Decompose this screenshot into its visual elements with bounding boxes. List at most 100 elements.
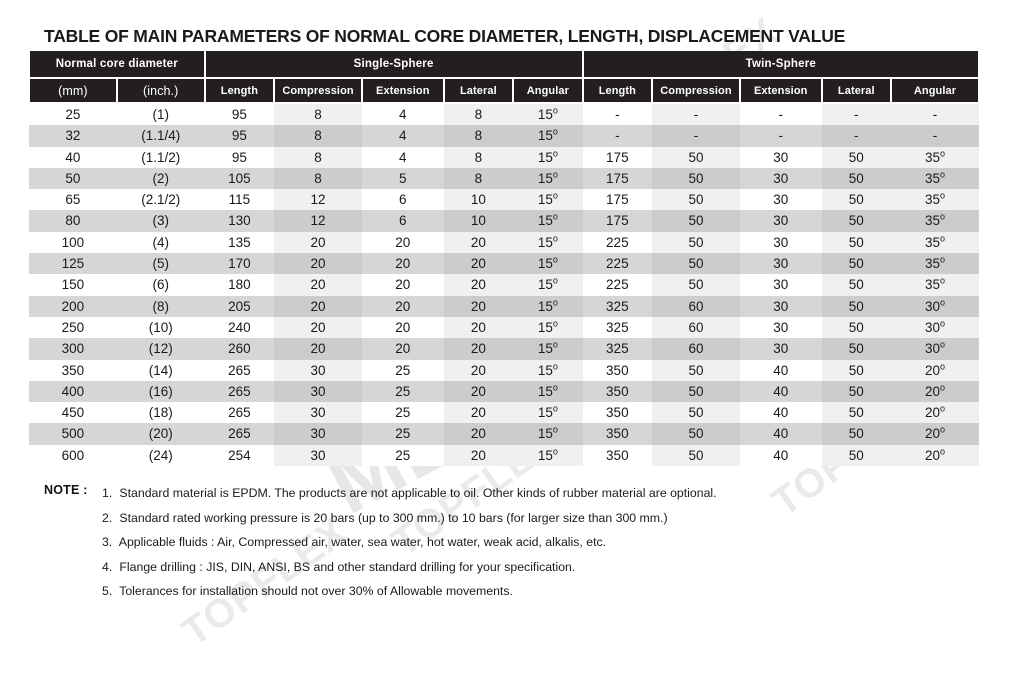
table-cell-s-compression: 8 <box>274 103 362 126</box>
table-cell-t-compression: 50 <box>652 167 740 190</box>
table-cell-mm: 80 <box>29 210 117 232</box>
table-row: 300 (12) 260 20 20 20 15o 325 60 30 50 30o <box>29 338 979 360</box>
table-cell-t-compression: 50 <box>652 253 740 275</box>
table-cell-t-length: 175 <box>582 146 653 168</box>
notes-list: 1. Standard material is EPDM. The produc… <box>102 481 944 604</box>
header-col-twin-lateral: Lateral <box>820 77 893 104</box>
table-cell-t-lateral: - <box>821 125 892 147</box>
table-row: 400 (16) 265 30 25 20 15o 350 50 40 50 20o <box>29 380 979 403</box>
table-cell-t-angular: 20o <box>891 380 979 403</box>
table-cell-s-angular: 15o <box>513 295 583 317</box>
table-cell-t-lateral: 50 <box>821 253 892 275</box>
table-cell-s-extension: 20 <box>361 253 444 275</box>
table-row: 250 (10) 240 20 20 20 15o 325 60 30 50 30o <box>29 316 979 339</box>
table-cell-t-length: - <box>582 103 653 126</box>
table-cell-t-extension: 30 <box>739 295 822 317</box>
table-cell-mm: 65 <box>29 189 117 211</box>
table-cell-t-lateral: 50 <box>821 338 892 360</box>
table-cell-t-compression: 50 <box>652 402 740 424</box>
table-cell-s-extension: 4 <box>361 103 444 126</box>
table-cell-s-lateral: 20 <box>443 253 514 275</box>
header-col-inch: (inch.) <box>115 77 206 104</box>
note-number: 5. <box>102 584 113 598</box>
header-col-twin-length: Length <box>581 77 654 104</box>
table-cell-s-angular: 15o <box>513 189 583 211</box>
table-cell-s-lateral: 10 <box>443 189 514 211</box>
table-cell-inch: (1.1/2) <box>116 146 205 168</box>
table-cell-s-extension: 25 <box>361 423 444 445</box>
table-cell-s-compression: 30 <box>274 402 362 424</box>
header-col-single-extension: Extension <box>360 77 445 104</box>
table-cell-inch: (24) <box>116 444 205 467</box>
table-cell-t-extension: 30 <box>739 316 822 339</box>
table-cell-t-lateral: 50 <box>821 444 892 467</box>
table-cell-t-length: 325 <box>582 316 653 339</box>
table-cell-mm: 450 <box>29 402 117 424</box>
table-cell-s-lateral: 20 <box>443 444 514 467</box>
note-number: 2. <box>102 510 113 525</box>
table-cell-s-angular: 15o <box>513 210 583 232</box>
table-cell-s-angular: 15o <box>513 402 583 424</box>
table-cell-t-lateral: 50 <box>821 167 892 190</box>
table-cell-t-lateral: 50 <box>821 210 892 232</box>
table-cell-s-extension: 20 <box>361 295 444 317</box>
table-cell-t-compression: 50 <box>652 423 740 445</box>
table-cell-t-extension: - <box>739 103 822 126</box>
note-item: 5. Tolerances for installation should no… <box>102 579 944 604</box>
table-cell-t-extension: 30 <box>739 231 822 254</box>
table-cell-t-extension: 30 <box>739 210 822 232</box>
table-cell-s-extension: 6 <box>361 189 444 211</box>
table-row: 80 (3) 130 12 6 10 15o 175 50 30 50 35o <box>29 210 979 232</box>
header-col-single-length: Length <box>203 77 276 104</box>
table-row: 32 (1.1/4) 95 8 4 8 15o - - - - - <box>29 125 979 147</box>
table-cell-s-compression: 30 <box>274 444 362 467</box>
table-cell-mm: 40 <box>29 146 117 168</box>
table-cell-t-angular: - <box>891 125 979 147</box>
note-number: 3. <box>102 535 113 549</box>
table-cell-inch: (10) <box>116 316 205 339</box>
table-cell-s-compression: 20 <box>274 253 362 275</box>
table-cell-inch: (20) <box>116 423 205 445</box>
header-col-mm: (mm) <box>28 77 118 104</box>
table-head: Normal core diameter Single-Sphere Twin-… <box>28 51 981 104</box>
table-cell-s-compression: 20 <box>274 274 362 296</box>
table-cell-s-lateral: 8 <box>443 103 514 126</box>
table-cell-mm: 150 <box>29 274 117 296</box>
notes-section: NOTE : 1. Standard material is EPDM. The… <box>44 481 944 604</box>
table-cell-t-lateral: 50 <box>821 146 892 168</box>
table-cell-s-lateral: 20 <box>443 231 514 254</box>
table-cell-t-length: 325 <box>582 295 653 317</box>
table-cell-s-extension: 4 <box>361 125 444 147</box>
header-group-row: Normal core diameter Single-Sphere Twin-… <box>28 51 981 79</box>
table-row: 50 (2) 105 8 5 8 15o 175 50 30 50 35o <box>29 167 979 190</box>
header-col-twin-extension: Extension <box>738 77 823 104</box>
table-cell-inch: (12) <box>116 338 205 360</box>
table-cell-s-length: 265 <box>204 423 275 445</box>
table-cell-inch: (2.1/2) <box>116 189 205 211</box>
table-cell-s-extension: 5 <box>361 167 444 190</box>
table-cell-t-extension: 30 <box>739 338 822 360</box>
table-cell-s-compression: 20 <box>274 295 362 317</box>
table-cell-t-angular: 35o <box>891 274 979 296</box>
table-cell-t-length: 350 <box>582 380 653 403</box>
table-cell-t-length: 350 <box>582 359 653 381</box>
table-cell-s-lateral: 8 <box>443 125 514 147</box>
table-cell-inch: (5) <box>116 253 205 275</box>
table-cell-s-length: 254 <box>204 444 275 467</box>
note-number: 1. <box>102 486 113 500</box>
table-cell-s-compression: 12 <box>274 189 362 211</box>
spec-table: Normal core diameter Single-Sphere Twin-… <box>28 51 981 467</box>
note-text: Standard rated working pressure is 20 ba… <box>116 510 668 525</box>
note-item: 2. Standard rated working pressure is 20… <box>102 506 944 531</box>
table-cell-s-lateral: 20 <box>443 274 514 296</box>
table-cell-s-angular: 15o <box>513 316 583 339</box>
table-cell-mm: 200 <box>29 295 117 317</box>
table-cell-s-lateral: 20 <box>443 295 514 317</box>
table-cell-t-angular: 30o <box>891 338 979 360</box>
header-group-twin-sphere: Twin-Sphere <box>581 51 981 79</box>
table-cell-s-length: 130 <box>204 210 275 232</box>
table-body: 25 (1) 95 8 4 8 15o - - - - -32 (1.1/4) 95 8 4 8 15o - - - - -… <box>29 103 979 467</box>
table-cell-t-angular: 35o <box>891 210 979 232</box>
note-item: 3. Applicable fluids : Air, Compressed a… <box>102 530 944 555</box>
table-cell-s-extension: 20 <box>361 231 444 254</box>
